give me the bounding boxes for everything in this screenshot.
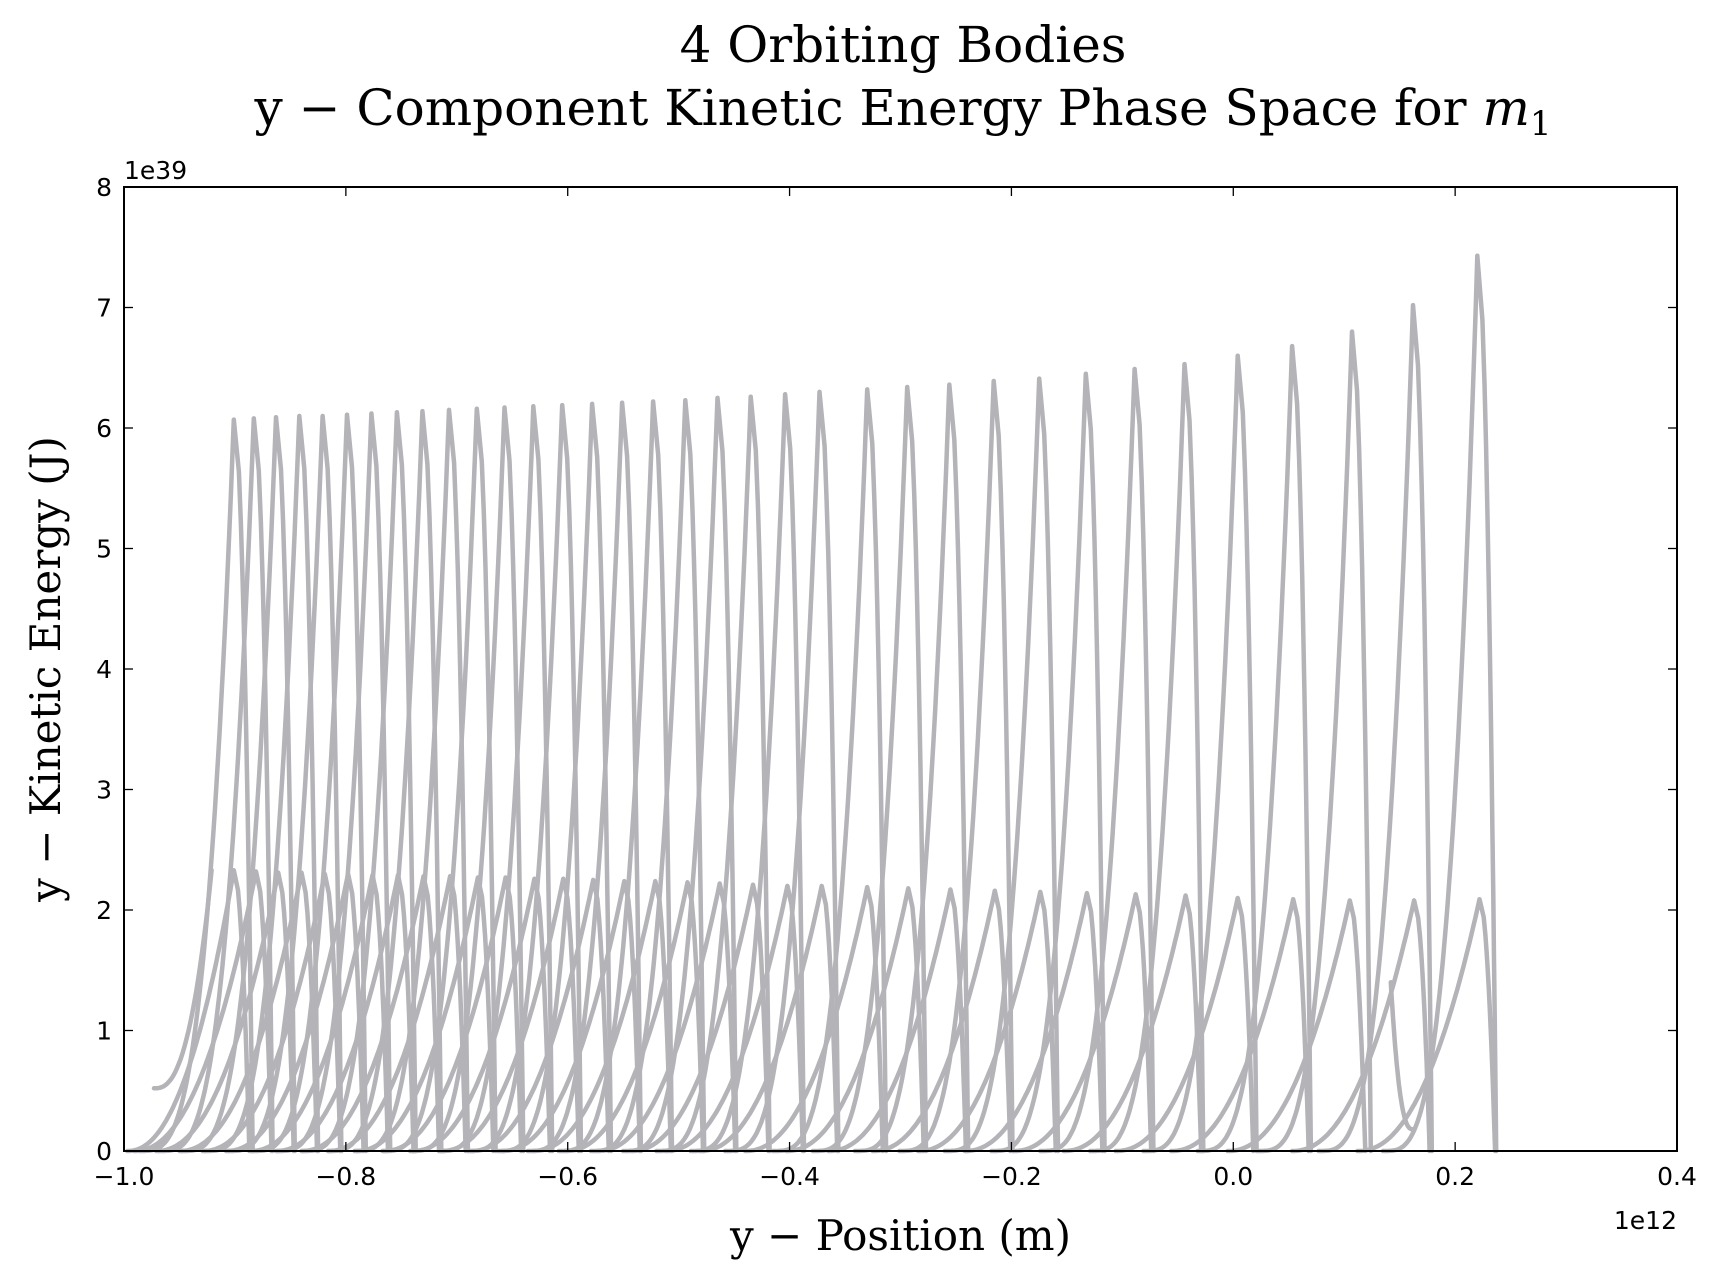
kinetic-energy-lobe-short [410,876,553,1154]
kinetic-energy-lobe-short [783,886,927,1154]
y-tick-label: 6 [96,414,112,443]
plot-series [125,253,1499,1154]
kinetic-energy-lobe-short [1289,898,1432,1154]
kinetic-energy-lobe-tall [1380,253,1499,1154]
kinetic-energy-lobe-tall [1255,329,1374,1154]
kinetic-energy-lobe-tall [897,378,1015,1154]
kinetic-energy-lobe-short [325,874,468,1154]
kinetic-energy-lobe-short [177,870,320,1154]
kinetic-energy-lobe-short [1011,892,1154,1154]
kinetic-energy-lobe-short [1168,896,1311,1154]
y-tick-label: 3 [96,776,112,805]
kinetic-energy-lobe-tall [137,417,255,1154]
x-offset-label: 1e12 [1614,1206,1677,1235]
chart-title: 4 Orbiting Bodies [680,16,1127,74]
kinetic-energy-lobe-short [742,884,886,1154]
kinetic-energy-lobe-tall [942,376,1061,1154]
x-tick-label: 0.4 [1657,1162,1697,1191]
x-tick-label: −0.8 [315,1162,376,1191]
kinetic-energy-lobe-tall [1316,302,1435,1154]
x-tick-label: −0.6 [537,1162,598,1191]
kinetic-energy-lobe-short [200,871,343,1154]
x-tick-label: −1.0 [94,1162,155,1191]
y-offset-label: 1e39 [124,156,187,185]
kinetic-energy-lobe-short [826,887,969,1154]
kinetic-energy-lobe-tall [1195,343,1314,1154]
chart-subtitle-subscript: 1 [1530,104,1552,144]
kinetic-energy-lobe-short [273,872,416,1154]
kinetic-energy-lobe-short [915,889,1059,1154]
y-tick-label: 1 [96,1017,112,1046]
kinetic-energy-lobe-short [697,883,840,1154]
y-tick-label: 8 [96,173,112,202]
plot-frame [123,186,1678,1152]
y-tick-label: 4 [96,655,112,684]
y-tick-labels: 0 1 2 3 4 5 6 7 8 [96,173,112,1166]
x-tick-label: 0.0 [1213,1162,1253,1191]
kinetic-energy-lobe-short [500,878,643,1154]
kinetic-energy-lobe-short [248,872,391,1154]
kinetic-energy-lobe-short [1355,896,1498,1154]
kinetic-energy-lobe-short [563,880,706,1154]
x-tick-label: −0.2 [981,1162,1042,1191]
chart-subtitle-variable: m [1482,79,1529,137]
kinetic-energy-lobe-tall [1038,366,1156,1154]
kinetic-energy-lobe-short [1225,898,1368,1154]
kinetic-energy-lobe-tall [1141,353,1259,1154]
kinetic-energy-lobe-short [153,870,296,1154]
kinetic-energy-lobe-short [439,876,582,1154]
y-tick-label: 0 [96,1137,112,1166]
kinetic-energy-start-segment [1388,980,1416,1132]
kinetic-energy-lobe-short [531,878,674,1154]
x-axis-label: y − Position (m) [729,1211,1071,1260]
chart-subtitle: y − Component Kinetic Energy Phase Space… [253,79,1551,144]
kinetic-energy-lobe-short [1061,893,1204,1154]
kinetic-energy-lobe-tall [226,413,344,1154]
kinetic-energy-lobe-short [131,869,274,1154]
kinetic-energy-lobe-tall [179,414,298,1154]
x-tick-label: −0.4 [759,1162,820,1191]
kinetic-energy-lobe-tall [1087,361,1206,1154]
kinetic-energy-start-segment [151,867,214,1091]
kinetic-energy-lobe-short [381,875,524,1154]
kinetic-energy-lobe-tall [852,382,971,1154]
kinetic-energy-lobe-short [962,890,1105,1154]
kinetic-energy-lobe-tall [250,412,369,1154]
kinetic-energy-lobe-short [299,874,442,1154]
kinetic-energy-lobe-short [223,871,366,1154]
kinetic-energy-lobe-tall [202,413,321,1154]
y-tick-label: 5 [96,535,112,564]
kinetic-energy-lobe-tall [770,387,889,1154]
kinetic-energy-lobe-short [353,875,496,1154]
x-tick-labels: −1.0 −0.8 −0.6 −0.4 −0.2 0.0 0.2 0.4 [94,1162,1697,1191]
kinetic-energy-lobe-tall [157,416,275,1154]
y-tick-label: 2 [96,896,112,925]
kinetic-energy-lobe-short [468,877,612,1154]
y-axis-label: y − Kinetic Energy (J) [21,436,70,903]
kinetic-energy-lobe-short [1113,895,1256,1154]
kinetic-energy-lobe-short [870,888,1013,1154]
x-tick-label: 0.2 [1435,1162,1475,1191]
chart-subtitle-text: y − Component Kinetic Energy Phase Space… [253,79,1482,137]
y-tick-label: 7 [96,294,112,323]
kinetic-energy-lobe-short [125,867,252,1154]
kinetic-energy-lobe-tall [722,389,841,1154]
kinetic-energy-lobe-tall [810,384,929,1154]
